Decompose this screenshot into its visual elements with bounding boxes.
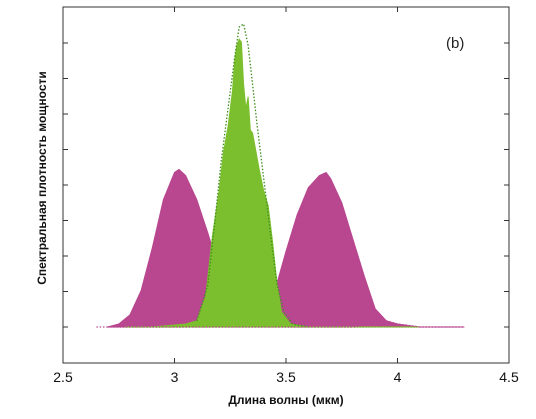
x-tick-label: 3.5 — [276, 369, 296, 385]
series-magenta_dotted-line — [96, 320, 465, 328]
series-layer — [96, 22, 465, 328]
series-green_dotted-line — [196, 22, 309, 328]
x-tick-label: 2.5 — [53, 369, 73, 385]
x-axis-title: Длина волны (мкм) — [228, 393, 343, 407]
x-tick-label: 4 — [394, 369, 402, 385]
y-axis-title: Спектральная плотность мощности — [35, 71, 49, 285]
series-green-area — [125, 38, 420, 328]
x-tick-label: 4.5 — [499, 369, 519, 385]
x-ticks: 2.5 3 3.5 4 4.5 — [53, 7, 519, 385]
series-magenta-area — [107, 168, 465, 328]
panel-label: (b) — [446, 35, 464, 52]
x-tick-label: 3 — [171, 369, 179, 385]
y-ticks — [63, 42, 509, 328]
